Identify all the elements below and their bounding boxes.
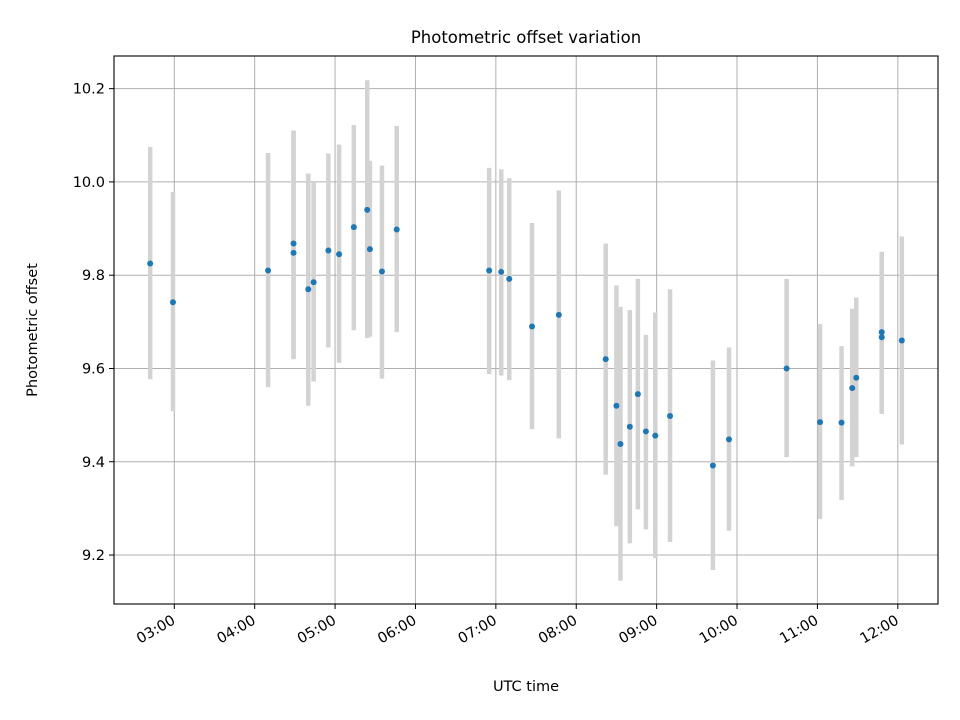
data-point — [634, 391, 641, 398]
y-tick-label: 9.4 — [82, 455, 105, 471]
data-point — [838, 419, 845, 426]
data-point — [878, 329, 885, 336]
y-tick-label: 9.8 — [82, 268, 105, 284]
y-axis-label: Photometric offset — [25, 263, 41, 397]
data-point — [642, 428, 649, 435]
y-tick-label: 10.0 — [73, 175, 105, 191]
data-point — [613, 402, 620, 409]
data-point — [783, 365, 790, 372]
data-point — [290, 240, 297, 247]
y-tick-label: 9.2 — [82, 548, 105, 564]
data-point — [555, 311, 562, 318]
data-point — [366, 246, 373, 253]
data-point — [290, 249, 297, 256]
grid-layer — [114, 56, 938, 604]
data-point — [878, 334, 885, 341]
plot-frame — [113, 55, 939, 605]
data-point — [265, 267, 272, 274]
data-point — [617, 441, 624, 448]
data-point — [817, 419, 824, 426]
data-point — [325, 247, 332, 254]
data-point — [898, 337, 905, 344]
data-point — [709, 462, 716, 469]
data-point — [486, 267, 493, 274]
y-tick-label: 9.6 — [82, 361, 105, 377]
data-point — [393, 226, 400, 233]
data-point — [364, 206, 371, 213]
data-point — [725, 436, 732, 443]
data-point — [626, 423, 633, 430]
y-tick-label: 10.2 — [73, 82, 105, 98]
data-point — [652, 432, 659, 439]
point-layer — [147, 206, 905, 469]
data-point — [602, 356, 609, 363]
data-point — [147, 260, 154, 267]
chart-title: Photometric offset variation — [411, 28, 641, 47]
data-point — [378, 268, 385, 275]
data-point — [667, 413, 674, 420]
data-point — [310, 279, 317, 286]
data-point — [305, 286, 312, 293]
data-point — [853, 374, 860, 381]
data-point — [506, 275, 513, 282]
data-point — [529, 323, 536, 330]
data-point — [350, 224, 357, 231]
data-point — [849, 385, 856, 392]
data-point — [169, 299, 176, 306]
x-axis-label: UTC time — [493, 679, 559, 695]
data-point — [336, 251, 343, 258]
data-point — [498, 268, 505, 275]
